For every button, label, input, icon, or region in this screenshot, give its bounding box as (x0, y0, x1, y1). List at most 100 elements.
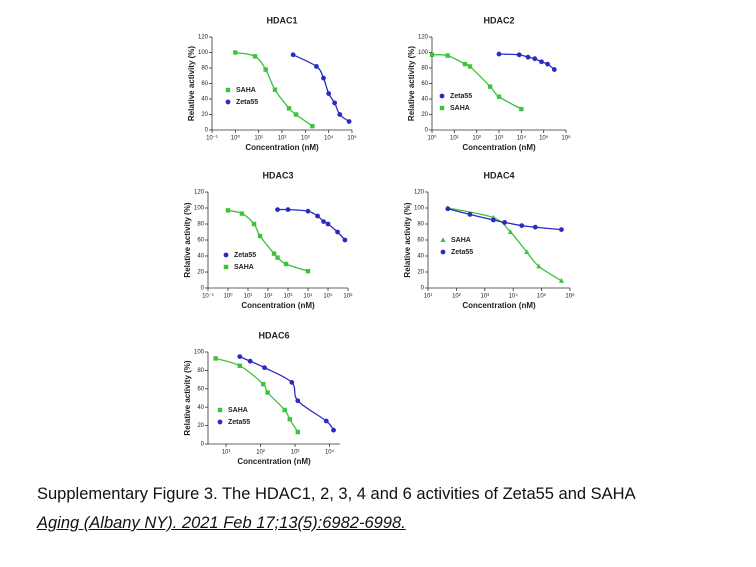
y-tick-label: 20 (421, 112, 428, 118)
marker (321, 219, 326, 225)
marker (439, 105, 445, 111)
legend-label: SAHA (236, 87, 256, 94)
fit-line (431, 54, 522, 110)
marker (223, 252, 229, 258)
marker (225, 208, 231, 213)
legend-label: Zeta55 (228, 419, 250, 426)
marker (283, 261, 289, 267)
x-tick-label: 10⁰ (231, 135, 241, 142)
marker (487, 84, 493, 89)
marker (445, 53, 450, 58)
x-tick-label: 10³ (291, 450, 300, 456)
x-tick-label: 10⁶ (561, 135, 571, 142)
marker (496, 94, 502, 99)
y-tick-label: 120 (198, 35, 209, 41)
chart-title: HDAC2 (483, 15, 514, 25)
x-tick-label: 10¹ (424, 294, 433, 300)
marker (289, 379, 295, 385)
x-axis-label: Concentration (nM) (462, 143, 536, 152)
x-tick-label: 10² (472, 136, 481, 142)
y-tick-label: 120 (418, 35, 429, 41)
marker (239, 211, 245, 216)
marker (429, 52, 435, 58)
chart: HDAC1 0 20 40 60 80 100 120 10⁻¹ 10⁰ 10¹ 10² 10³ 10⁴ 1… (187, 15, 357, 152)
x-tick-label: 10³ (284, 294, 293, 300)
y-tick-label: 100 (194, 206, 205, 212)
marker (287, 416, 292, 422)
marker (502, 220, 508, 225)
y-tick-label: 40 (417, 254, 424, 260)
x-tick-label: 10⁰ (427, 135, 437, 142)
marker (263, 67, 268, 72)
marker (516, 52, 522, 58)
fit-line (292, 54, 350, 123)
chart-title: HDAC6 (258, 330, 289, 340)
y-tick-label: 60 (197, 386, 204, 392)
marker (225, 87, 231, 93)
y-tick-label: 0 (421, 286, 425, 292)
marker (323, 418, 329, 424)
marker (335, 229, 340, 235)
y-tick-label: 80 (201, 66, 208, 72)
x-tick-label: 10² (256, 450, 265, 456)
fit-line (447, 208, 562, 231)
marker (342, 237, 348, 243)
citation[interactable]: Aging (Albany NY). 2021 Feb 17;13(5):698… (37, 514, 406, 532)
marker (539, 59, 544, 65)
marker (261, 382, 266, 387)
marker (286, 106, 292, 111)
marker (271, 251, 277, 256)
marker (440, 249, 446, 255)
fit-line (447, 207, 562, 282)
marker (257, 233, 263, 239)
marker (305, 269, 311, 274)
y-tick-label: 100 (198, 50, 209, 56)
legend-label: SAHA (451, 237, 471, 244)
marker (332, 100, 338, 106)
marker (275, 255, 280, 260)
x-tick-label: 10⁻¹ (206, 136, 218, 142)
marker (496, 51, 502, 57)
marker (532, 224, 538, 230)
x-tick-label: 10⁰ (223, 293, 233, 300)
marker (532, 56, 538, 62)
legend-label: SAHA (234, 264, 254, 271)
chart-title: HDAC4 (483, 170, 514, 180)
marker (314, 64, 319, 69)
caption: Supplementary Figure 3. The HDAC1, 2, 3,… (37, 485, 636, 503)
x-tick-label: 10² (278, 136, 287, 142)
x-tick-label: 10⁶ (343, 293, 353, 300)
legend-label: Zeta55 (451, 249, 473, 256)
marker (233, 50, 238, 55)
marker (262, 365, 267, 371)
marker (525, 54, 531, 60)
x-tick-label: 10⁴ (517, 135, 527, 142)
marker (295, 398, 301, 404)
marker (536, 263, 542, 269)
marker (293, 112, 299, 117)
y-tick-label: 20 (201, 112, 208, 118)
marker (282, 407, 287, 413)
y-tick-label: 80 (421, 66, 428, 72)
x-tick-label: 10¹ (244, 294, 253, 300)
fit-line (277, 208, 346, 241)
y-tick-label: 40 (421, 97, 428, 103)
marker (251, 221, 257, 227)
x-tick-label: 10³ (495, 136, 504, 142)
marker (440, 237, 446, 242)
marker (467, 64, 473, 69)
marker (237, 354, 243, 359)
marker (490, 217, 496, 223)
fit-line (227, 209, 309, 272)
y-tick-label: 0 (201, 286, 205, 292)
marker (237, 363, 242, 368)
figure: HDAC1 0 20 40 60 80 100 120 10⁻¹ 10⁰ 10¹ 10² 10³ 10⁴ 1… (183, 15, 575, 466)
marker (559, 227, 564, 233)
y-tick-label: 0 (205, 128, 209, 134)
marker (275, 207, 280, 213)
marker (321, 75, 326, 81)
marker (545, 61, 550, 67)
x-tick-label: 10⁴ (325, 449, 335, 456)
chart: HDAC3 0 20 40 60 80 100 120 10⁻¹ 10⁰ 10¹ 10² 10³ 10⁴ 1… (183, 170, 353, 310)
